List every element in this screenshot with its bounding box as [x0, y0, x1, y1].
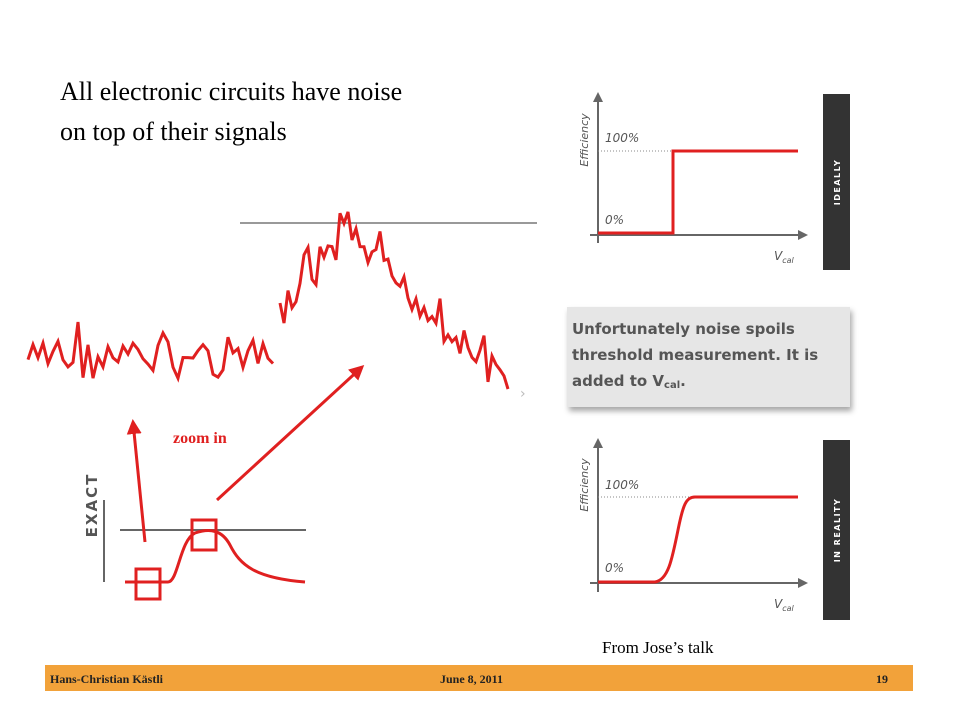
x-label: Vcal	[774, 249, 795, 265]
step-curve	[598, 149, 798, 235]
side-bar	[823, 94, 850, 270]
footer-bar	[45, 665, 913, 691]
callout-box	[567, 307, 850, 407]
footer-page: 19	[876, 672, 888, 686]
level-label: 0%	[605, 213, 624, 227]
level-label: 100%	[605, 131, 639, 145]
arrow	[126, 419, 147, 543]
side-bar	[823, 440, 850, 620]
callout-line: threshold measurement. It is	[572, 346, 818, 364]
footer-author: Hans-Christian Kästli	[50, 672, 164, 686]
arrow	[215, 364, 365, 502]
zoom-box	[190, 518, 218, 552]
footer-date: June 8, 2011	[440, 672, 503, 686]
zoom-box	[134, 567, 162, 601]
title-line: All electronic circuits have noise	[60, 77, 402, 106]
x-label: Vcal	[774, 597, 795, 613]
chevron: ›	[520, 386, 526, 402]
plot-real: Efficiency 100% 0% Vcal IN REALITY	[578, 438, 850, 620]
exact-label: EXACT	[83, 473, 101, 538]
side-label: IDEALLY	[833, 159, 842, 206]
title-line: on top of their signals	[60, 117, 287, 146]
noise-trace	[278, 211, 510, 390]
real-curve	[598, 495, 798, 584]
y-label: Efficiency	[578, 458, 591, 512]
callout-line: added to Vcal.	[572, 372, 686, 391]
credit: From Jose’s talk	[602, 638, 714, 657]
y-label: Efficiency	[578, 113, 591, 167]
plot-ideal: Efficiency 100% 0% Vcal IDEALLY	[578, 92, 850, 270]
level-label: 0%	[605, 561, 624, 575]
zoom-label: zoom in	[173, 430, 227, 447]
side-label: IN REALITY	[833, 498, 842, 563]
callout-line: Unfortunately noise spoils	[572, 320, 795, 338]
noise-trace	[26, 321, 275, 383]
level-label: 100%	[605, 478, 639, 492]
